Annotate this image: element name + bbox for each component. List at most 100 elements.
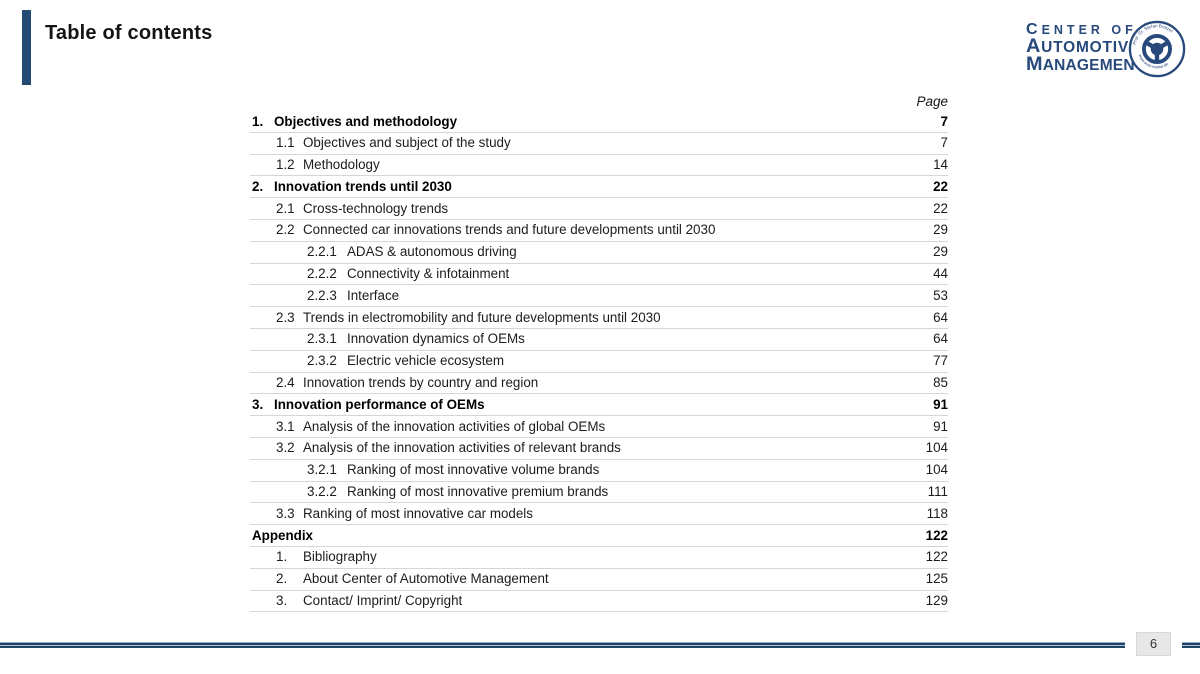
toc-row-label: Methodology [303,157,380,173]
toc-row-label: Connectivity & infotainment [347,266,510,282]
page-column-header: Page [916,94,948,109]
toc-row-page: 29 [933,244,948,260]
toc-row-page: 64 [933,331,948,347]
toc-row-label: Ranking of most innovative premium brand… [347,484,609,500]
logo-line-2: AUTOMOTIVE [1026,35,1141,57]
toc-row-number: 2.2.1 [307,244,337,260]
toc-row: 2. About Center of Automotive Management 1… [250,569,948,591]
toc-row: 2. Innovation trends until 2030 22 [250,176,948,199]
toc-row-page: 111 [927,484,948,500]
toc-row: 1. Bibliography 122 [250,547,948,569]
toc-row-page: 85 [933,375,948,391]
toc-row-number: 2.2.3 [307,287,337,303]
toc-row-number: 1.1 [276,135,295,151]
toc-row-page: 104 [925,462,948,478]
toc-row: 1. Objectives and methodology 7 [250,111,948,133]
toc-row: Appendix 122 [250,525,948,547]
toc-row: 3.3 Ranking of most innovative car models… [250,503,948,526]
toc-row-label: Analysis of the innovation activities of… [303,440,621,456]
toc-row: 2.2 Connected car innovations trends and … [250,220,948,242]
toc-row-label: Innovation dynamics of OEMs [347,331,525,347]
toc-row-number: 3. [252,396,264,412]
toc-row-label: Innovation trends by country and region [303,375,539,391]
toc-row-page: 118 [926,505,948,521]
toc-row-number: 2.3 [276,309,295,325]
toc-row-label: Objectives and methodology [274,113,458,129]
toc-row: 3.2 Analysis of the innovation activities… [250,438,948,460]
page-number-badge: 6 [1136,632,1171,656]
toc-row-number: 1.2 [276,157,295,173]
toc-row-label: Connected car innovations trends and fut… [303,222,716,238]
toc-row-page: 91 [933,396,948,412]
toc-row-label: Ranking of most innovative volume brands [347,462,600,478]
toc-row-label: Ranking of most innovative car models [303,505,533,521]
toc-row-label: Objectives and subject of the study [303,135,511,151]
toc-row-page: 122 [925,527,948,543]
page-title: Table of contents [45,22,213,44]
toc-row-page: 125 [925,571,948,587]
toc-row-label: Appendix [252,527,314,543]
toc-row: 3.2.2 Ranking of most innovative premium … [250,482,948,504]
toc-row: 2.1 Cross-technology trends 22 [250,198,948,220]
toc-row-page: 22 [933,200,948,216]
toc-row: 2.3.1 Innovation dynamics of OEMs 64 [250,329,948,351]
toc-row: 2.2.1 ADAS & autonomous driving 29 [250,242,948,264]
toc-row-number: 3.3 [276,505,295,521]
toc-row-number: 3.2.1 [307,462,337,478]
toc-row-page: 91 [933,418,948,434]
toc-row-number: 2.1 [276,200,295,216]
toc-row-page: 14 [933,157,948,173]
toc-row-page: 104 [925,440,948,456]
logo-line-1: CENTER OF [1026,21,1137,38]
toc-row-number: 3. [276,593,288,609]
toc-row: 1.1 Objectives and subject of the study 7 [250,133,948,155]
toc-row-page: 53 [933,287,948,303]
title-accent-bar [22,10,31,85]
toc-row-label: Interface [347,287,400,303]
toc-row: 3. Contact/ Imprint/ Copyright 129 [250,591,948,613]
toc-row: 2.2.2 Connectivity & infotainment 44 [250,264,948,286]
toc-row-label: Contact/ Imprint/ Copyright [303,593,463,609]
toc-row-number: 2.3.2 [307,353,337,369]
toc-row-number: 2. [252,178,264,194]
toc-row: 2.2.3 Interface 53 [250,285,948,308]
toc-row-page: 7 [940,135,948,151]
toc-row-page: 44 [933,266,948,282]
toc-row-page: 29 [933,222,948,238]
toc-row-label: Electric vehicle ecosystem [347,353,505,369]
toc-row-page: 7 [940,113,948,129]
toc-row: 3. Innovation performance of OEMs 91 [250,394,948,417]
toc-row-label: Cross-technology trends [303,200,449,216]
toc-row-page: 129 [925,593,948,609]
toc-row-number: 3.1 [276,418,295,434]
toc-row-number: 3.2 [276,440,295,456]
toc-row-label: Innovation trends until 2030 [274,178,452,194]
toc-row-page: 22 [933,178,948,194]
logo-line-3: MANAGEMENT [1026,53,1145,75]
footer-divider-line [0,642,1200,648]
toc-row-number: 3.2.2 [307,484,337,500]
toc-row: 1.2 Methodology 14 [250,155,948,177]
toc-rows: 1. Objectives and methodology 7 1.1 Objectiv… [250,111,948,613]
toc-row-number: 2. [276,571,288,587]
toc-row-page: 77 [933,353,948,369]
toc-row-number: 2.3.1 [307,331,337,347]
toc-row-label: About Center of Automotive Management [303,571,549,587]
toc-row-number: 2.2.2 [307,266,337,282]
toc-row-number: 2.4 [276,375,295,391]
table-of-contents: Page 1. Objectives and methodology 7 1.1 Obj… [250,92,948,613]
toc-row-label: Analysis of the innovation activities of… [303,418,606,434]
toc-row-number: 1. [276,549,288,565]
steering-wheel-logo-icon: Prof. Dr. Stefan Bratzel www.auto-instit… [1128,20,1186,78]
cam-logo-text: CENTER OF AUTOMOTIVE MANAGEMENT [1026,21,1145,75]
toc-row: 3.2.1 Ranking of most innovative volume b… [250,460,948,482]
toc-row-page: 122 [925,549,948,565]
toc-row-page: 64 [933,309,948,325]
toc-row: 2.4 Innovation trends by country and regi… [250,373,948,395]
toc-row: 2.3.2 Electric vehicle ecosystem 77 [250,351,948,373]
toc-row-label: Bibliography [303,549,377,565]
toc-row-label: ADAS & autonomous driving [347,244,517,260]
toc-row-number: 2.2 [276,222,295,238]
toc-row-label: Trends in electromobility and future dev… [303,309,661,325]
toc-row-label: Innovation performance of OEMs [274,396,485,412]
